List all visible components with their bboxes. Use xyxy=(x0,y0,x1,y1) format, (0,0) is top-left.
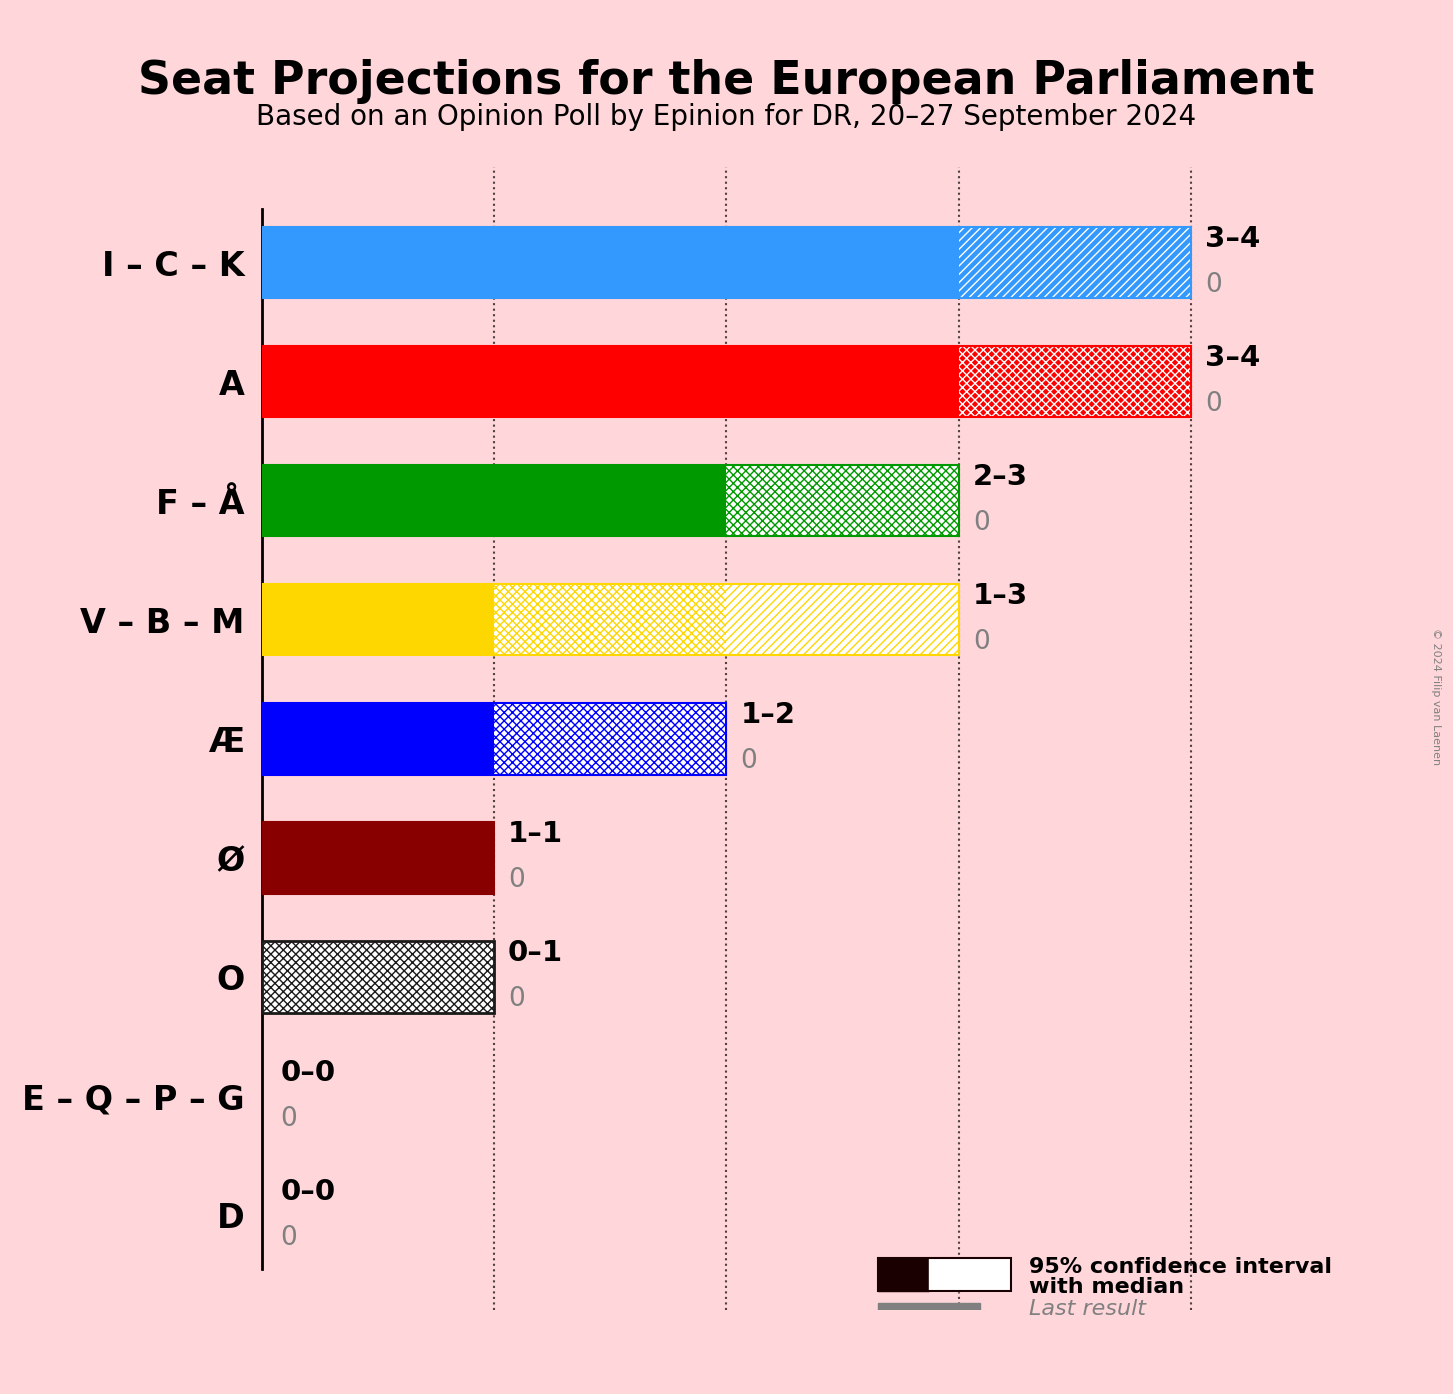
Bar xyxy=(262,346,1191,417)
Text: 3–4: 3–4 xyxy=(1206,344,1261,372)
Text: 0: 0 xyxy=(741,749,757,774)
Bar xyxy=(262,227,959,298)
Text: 0: 0 xyxy=(974,510,989,537)
Text: 0–0: 0–0 xyxy=(280,1178,336,1206)
Text: 2–3: 2–3 xyxy=(974,463,1029,491)
Text: 0: 0 xyxy=(280,1225,296,1250)
Bar xyxy=(878,1257,1011,1291)
Text: 0: 0 xyxy=(1206,392,1222,417)
Bar xyxy=(726,466,959,537)
Bar xyxy=(726,584,959,655)
Text: 0: 0 xyxy=(509,987,525,1012)
Bar xyxy=(262,941,494,1012)
Bar xyxy=(262,466,959,537)
Text: 3–4: 3–4 xyxy=(1206,224,1261,254)
Text: © 2024 Filip van Laenen: © 2024 Filip van Laenen xyxy=(1431,629,1441,765)
Text: 0–1: 0–1 xyxy=(509,940,564,967)
Text: 0: 0 xyxy=(280,1105,296,1132)
Text: 0–0: 0–0 xyxy=(280,1058,336,1086)
Bar xyxy=(878,1303,979,1315)
Text: Last result: Last result xyxy=(1029,1299,1146,1319)
Bar xyxy=(262,703,494,775)
Bar xyxy=(262,346,959,417)
Bar xyxy=(979,1257,1011,1291)
Bar xyxy=(928,1257,979,1291)
Bar xyxy=(262,703,726,775)
Text: 0: 0 xyxy=(509,867,525,894)
Bar xyxy=(494,703,726,775)
Bar xyxy=(878,1257,928,1291)
Bar xyxy=(959,346,1191,417)
Bar xyxy=(959,227,1191,298)
Text: 0: 0 xyxy=(1206,272,1222,298)
Text: Seat Projections for the European Parliament: Seat Projections for the European Parlia… xyxy=(138,59,1315,103)
Text: 1–1: 1–1 xyxy=(509,820,564,849)
Bar xyxy=(494,584,726,655)
Bar xyxy=(262,941,494,1012)
Bar xyxy=(262,584,959,655)
Text: 95% confidence interval: 95% confidence interval xyxy=(1029,1257,1332,1277)
Text: with median: with median xyxy=(1029,1277,1184,1296)
Text: 1–2: 1–2 xyxy=(741,701,795,729)
Text: Based on an Opinion Poll by Epinion for DR, 20–27 September 2024: Based on an Opinion Poll by Epinion for … xyxy=(256,103,1197,131)
Bar xyxy=(262,822,494,894)
Text: 0: 0 xyxy=(974,629,989,655)
Text: 1–3: 1–3 xyxy=(974,583,1029,611)
Bar xyxy=(262,584,494,655)
Bar xyxy=(262,822,494,894)
Bar xyxy=(262,466,726,537)
Bar xyxy=(262,227,1191,298)
